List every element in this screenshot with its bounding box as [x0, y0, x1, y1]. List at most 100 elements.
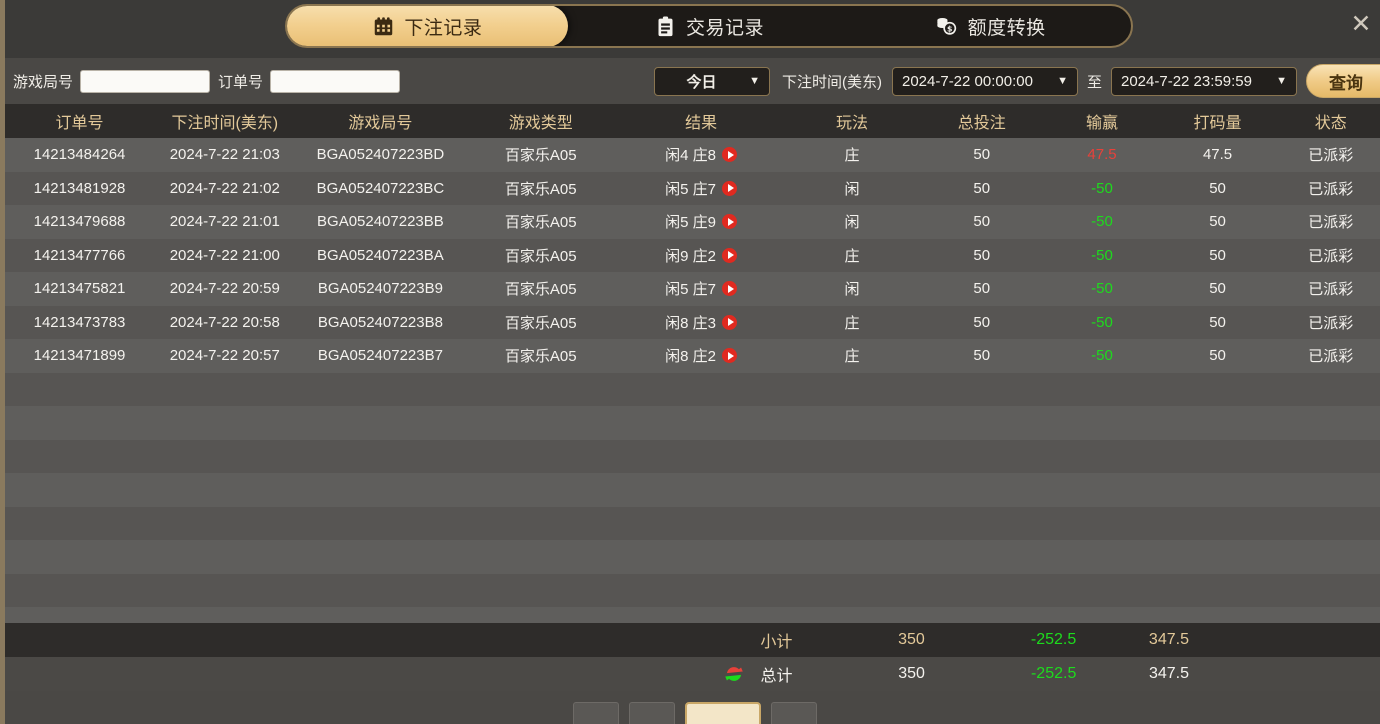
- table-row[interactable]: 14213484264 2024-7-22 21:03 BGA052407223BD…: [5, 138, 1380, 172]
- cell-win-loss: -50: [1045, 213, 1158, 230]
- cell-round-no: BGA052407223B8: [296, 314, 466, 331]
- cell-game-type: 百家乐A05: [465, 245, 616, 266]
- close-icon[interactable]: ✕: [1350, 9, 1372, 38]
- cell-play-text: 庄: [844, 348, 860, 366]
- column-header-round-no: 游戏局号: [348, 115, 413, 132]
- cell-play: 庄: [786, 245, 918, 266]
- play-video-icon[interactable]: [722, 348, 738, 364]
- summary-section: 小计 350 -252.5 347.5 总计 350 -252.: [5, 623, 1380, 691]
- tab-transaction-records-label: 交易记录: [686, 17, 765, 39]
- date-range-separator: 至: [1086, 73, 1102, 91]
- cell-play: 闲: [786, 178, 918, 199]
- table-row[interactable]: 14213479688 2024-7-22 21:01 BGA052407223BB…: [5, 205, 1380, 239]
- cell-status: 已派彩: [1277, 245, 1380, 266]
- page-number-input[interactable]: [685, 702, 761, 724]
- cell-status-text: 已派彩: [1308, 281, 1354, 299]
- cell-bet-time-text: 2024-7-22 20:58: [169, 313, 280, 331]
- play-video-icon[interactable]: [722, 180, 738, 196]
- table-row[interactable]: 14213473783 2024-7-22 20:58 BGA052407223B8…: [5, 305, 1380, 339]
- cell-turnover-text: 47.5: [1202, 146, 1233, 164]
- cell-result: 闲8 庄3: [616, 312, 786, 333]
- order-no-input[interactable]: [270, 69, 401, 93]
- cell-round-no-text: BGA052407223BD: [316, 146, 445, 164]
- cell-result: 闲5 庄7: [616, 278, 786, 299]
- play-video-icon[interactable]: [722, 147, 738, 163]
- cell-total-bet: 50: [918, 347, 1045, 364]
- cell-win-loss: -50: [1045, 314, 1158, 331]
- cell-total-bet-text: 50: [973, 246, 991, 264]
- table-body: 14213484264 2024-7-22 21:03 BGA052407223BD…: [5, 138, 1380, 647]
- cell-play: 庄: [786, 144, 918, 165]
- game-round-input[interactable]: [80, 69, 211, 93]
- cell-game-type: 百家乐A05: [465, 178, 616, 199]
- table-row[interactable]: 14213475821 2024-7-22 20:59 BGA052407223B9…: [5, 272, 1380, 306]
- cell-total-bet: 50: [918, 314, 1045, 331]
- column-header-win-loss: 输赢: [1085, 115, 1118, 132]
- cell-bet-time-text: 2024-7-22 20:59: [169, 280, 280, 298]
- date-to-select[interactable]: 2024-7-22 23:59:59 ▼: [1111, 66, 1297, 96]
- page-next-button[interactable]: [771, 702, 817, 724]
- tab-bet-records-label: 下注记录: [404, 17, 483, 39]
- cell-win-loss: 47.5: [1045, 146, 1158, 163]
- play-video-icon[interactable]: [722, 214, 738, 230]
- page-prev-button[interactable]: [573, 702, 619, 724]
- cell-bet-time: 2024-7-22 21:01: [154, 213, 295, 230]
- play-video-icon[interactable]: [722, 281, 738, 297]
- cell-round-no-text: BGA052407223BB: [317, 213, 444, 231]
- svg-text:$: $: [947, 25, 952, 34]
- grandtotal-total-bet: 350: [898, 665, 925, 682]
- tab-credit-transfer-label: 额度转换: [967, 17, 1046, 39]
- period-select[interactable]: 今日 ▼: [653, 66, 770, 96]
- period-select-value: 今日: [686, 73, 717, 91]
- page-first-button[interactable]: [629, 702, 675, 724]
- cell-total-bet: 50: [918, 280, 1045, 297]
- cell-turnover-text: 50: [1209, 347, 1226, 365]
- cell-bet-time-text: 2024-7-22 21:01: [169, 213, 280, 231]
- chevron-down-icon: ▼: [1057, 75, 1068, 87]
- cell-bet-time: 2024-7-22 20:59: [154, 280, 295, 297]
- cell-game-type: 百家乐A05: [465, 312, 616, 333]
- cell-result: 闲5 庄9: [616, 211, 786, 232]
- cell-play-text: 庄: [844, 314, 860, 332]
- cell-total-bet: 50: [918, 247, 1045, 264]
- date-from-select[interactable]: 2024-7-22 00:00:00 ▼: [891, 66, 1078, 96]
- cell-game-type: 百家乐A05: [465, 211, 616, 232]
- cell-result-text: 闲4 庄8: [665, 147, 717, 165]
- cell-result: 闲8 庄2: [616, 345, 786, 366]
- subtotal-total-bet: 350: [898, 631, 925, 648]
- query-button[interactable]: 查询: [1306, 64, 1380, 98]
- play-video-icon[interactable]: [722, 314, 738, 330]
- tab-bet-records[interactable]: 下注记录: [287, 6, 568, 46]
- cell-total-bet-text: 50: [973, 313, 991, 331]
- cell-win-loss-text: -50: [1091, 246, 1113, 264]
- tab-credit-transfer[interactable]: $ 额度转换: [849, 6, 1131, 46]
- cell-result-text: 闲5 庄7: [665, 180, 717, 198]
- cell-game-type: 百家乐A05: [465, 144, 616, 165]
- table-row-empty: [5, 439, 1380, 473]
- table-row[interactable]: 14213477766 2024-7-22 21:00 BGA052407223BA…: [5, 238, 1380, 272]
- cell-bet-time: 2024-7-22 20:58: [154, 314, 295, 331]
- cell-bet-time: 2024-7-22 20:57: [154, 347, 295, 364]
- refresh-icon[interactable]: [723, 663, 745, 685]
- tab-transaction-records[interactable]: 交易记录: [568, 6, 850, 46]
- cell-result: 闲9 庄2: [616, 245, 786, 266]
- cell-turnover-text: 50: [1209, 313, 1226, 331]
- cell-game-type-text: 百家乐A05: [504, 214, 577, 232]
- table-row[interactable]: 14213481928 2024-7-22 21:02 BGA052407223BC…: [5, 171, 1380, 205]
- cell-win-loss-text: 47.5: [1087, 146, 1117, 164]
- cell-status-text: 已派彩: [1308, 214, 1354, 232]
- cell-turnover: 50: [1159, 180, 1277, 197]
- clipboard-icon: [653, 14, 677, 38]
- cell-total-bet: 50: [918, 213, 1045, 230]
- subtotal-row: 小计 350 -252.5 347.5: [5, 623, 1380, 657]
- cell-game-type-text: 百家乐A05: [504, 281, 577, 299]
- column-header-result: 结果: [685, 115, 718, 132]
- cell-win-loss-text: -50: [1091, 313, 1113, 331]
- cell-game-type-text: 百家乐A05: [504, 348, 577, 366]
- cell-status-text: 已派彩: [1308, 180, 1354, 198]
- table-row[interactable]: 14213471899 2024-7-22 20:57 BGA052407223B7…: [5, 339, 1380, 373]
- play-video-icon[interactable]: [722, 247, 738, 263]
- cell-status-text: 已派彩: [1308, 314, 1354, 332]
- cell-bet-time-text: 2024-7-22 21:03: [169, 146, 280, 164]
- cell-order-no-text: 14213477766: [33, 246, 126, 264]
